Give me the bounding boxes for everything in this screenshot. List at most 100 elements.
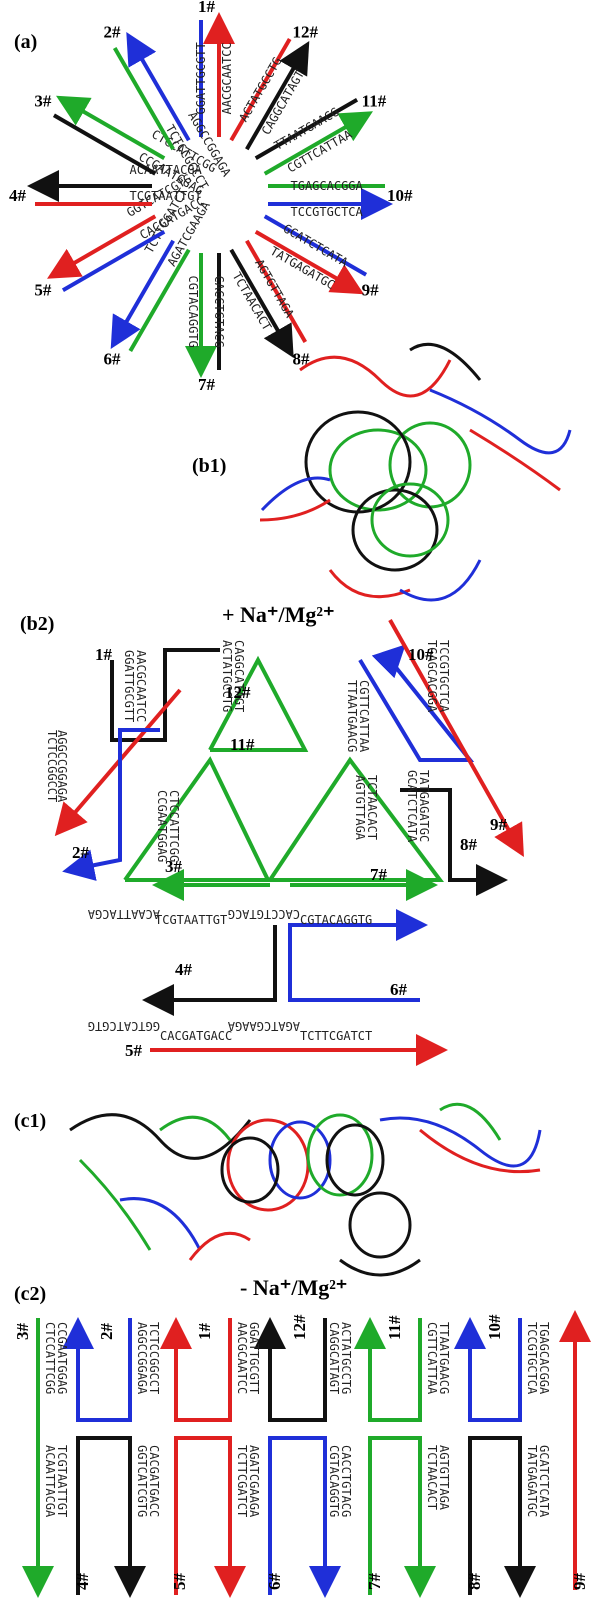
strand-11-u [354,1317,422,1422]
label-s2: 2# [72,843,90,862]
label-s8: 8# [460,835,478,854]
triangle-right [268,756,444,882]
sequence-q11a: CGTTCATTAA [357,680,371,753]
sequence-q5a: GGTCATCGTG [88,1019,160,1033]
sequence-q10b: TGAGCACGGA [291,179,364,193]
sequence-q1a: AACGCAATCC [220,42,234,114]
label-s5: 5# [125,1041,143,1060]
panel-a-label: (a) [14,31,37,53]
sequence-q9a: TATGAGATGC [417,770,431,842]
label-s1: 1# [198,0,216,16]
strand-s12-arm [245,41,310,151]
strand-partner-s8 [245,239,308,344]
strand-s3-arm [56,95,166,160]
sequence-q3a-c2: CTCCATTCGG [43,1322,57,1394]
panel-c1-label: (c1) [14,1110,46,1132]
label-s4: 4# [9,186,27,205]
strand-2-path [62,728,160,881]
sequence-q5b-c2: CACGATGACC [147,1445,161,1517]
strand-2-u [62,1317,132,1422]
strand-6-path [288,909,428,1002]
sequence-q12b-c2: ACTATGCCTG [339,1322,353,1394]
sequence-q7a-c2: CGTACAGGTG [327,1445,341,1517]
label-s11: 11# [362,92,387,111]
sequence-q3a: CTCCATTCGG [167,790,181,862]
strand-8-u [468,1436,536,1598]
strand-s6-arm [110,239,175,349]
label-s11: 11# [230,735,255,754]
triangle-top [208,655,309,752]
label-s7-c2: 7# [365,1573,384,1591]
sequence-q9b: GCATCTCATA [405,770,419,843]
strand-s9-arm [254,230,364,295]
sequence-q12a: CAGGCATAGT [232,640,246,712]
label-s8-c2: 8# [465,1573,484,1591]
sequence-q6b-c2: AGATCGAAGA [247,1445,261,1518]
sequence-q7a: CGTACAGGTG [300,913,372,927]
label-s12-c2: 12# [290,1314,309,1340]
label-s4: 4# [175,960,193,979]
sequence-q12b: ACTATGCCTG [220,640,234,712]
sequence-q1b: GGATTGCGTT [194,42,208,114]
label-s10: 10# [387,186,413,205]
strand-partner-s12 [229,37,292,142]
strand-s5-arm [47,214,157,279]
label-s9: 9# [490,815,508,834]
label-s4-c2: 4# [73,1573,92,1591]
strand-s11-arm [263,111,373,176]
strand-s2-arm [126,32,191,142]
sequence-q8a-c2: TCTAACACT [425,1445,439,1510]
sequence-q5a-c2: GGTCATCGTG [135,1445,149,1517]
label-s1: 1# [95,645,113,664]
sequence-q10a-c2: TCCGTGCTCA [525,1322,539,1395]
sequence-q2b-c2: TCTCCGGCCT [147,1322,161,1394]
label-s6: 6# [104,350,122,369]
sequence-q6b: AGATCGAAGA [227,1019,300,1033]
strand-6-u [268,1436,341,1598]
sequence-q10b: TGAGCACGGA [425,640,439,713]
label-s2-c2: 2# [97,1323,116,1341]
sequence-q9a-c2: TATGAGATGC [525,1445,539,1517]
label-s8: 8# [293,350,311,369]
sequence-q4b-c2: TCGTAATTGT [55,1445,69,1517]
strand-1-u [160,1317,232,1422]
panel-b1-label: (b1) [192,455,226,477]
strand-s8-arm [229,248,294,358]
sequence-q2a: AGGCCGGAGA [55,730,69,803]
strand-8-path [400,788,508,896]
strand-9-path [388,619,524,857]
label-s5-c2: 5# [170,1573,189,1591]
strand-partner-s11 [254,97,359,160]
label-s1-c2: 1# [195,1323,214,1341]
sequence-q4b: TCGTAATTGT [155,913,227,927]
label-s9-c2: 9# [570,1573,589,1591]
sequence-q11b: TTAATGAACG [345,680,359,752]
sequence-q7b: CACCTGTACG [228,907,300,921]
sequence-q7a: CGTACAGGTG [186,276,200,348]
sequence-q9b-c2: GCATCTCATA [537,1445,551,1518]
sequence-q10b-c2: TGAGCACGGA [537,1322,551,1395]
sequence-q3b: CCGAATGGAG [155,790,169,862]
triangle-left [123,756,272,882]
strand-partner-s6 [128,248,191,353]
sequence-q4a-c2: ACAATTACGA [43,1445,57,1518]
strand-4-u [76,1436,146,1598]
sequence-q10a: TCCGTGCTCA [291,205,364,219]
strand-partner-s2 [112,46,175,151]
label-s6-c2: 6# [265,1573,284,1591]
label-s2: 2# [104,22,122,41]
panel-a-ring: AACGCAATCCGGATTGCGTT1#CAGGCATAGTACTATGCC… [9,0,413,394]
sequence-q1a: AACGCAATCC [134,650,148,722]
label-s7: 7# [198,375,216,394]
label-s9: 9# [362,281,380,300]
label-s3: 3# [165,857,183,876]
strand-partner-s5 [61,230,166,293]
sequence-q7b-c2: CACCTGTACG [339,1445,353,1517]
strand-10-u [454,1317,522,1422]
strand-7-u [368,1436,436,1598]
label-s10: 10# [408,645,434,664]
label-s11-c2: 11# [385,1315,404,1340]
